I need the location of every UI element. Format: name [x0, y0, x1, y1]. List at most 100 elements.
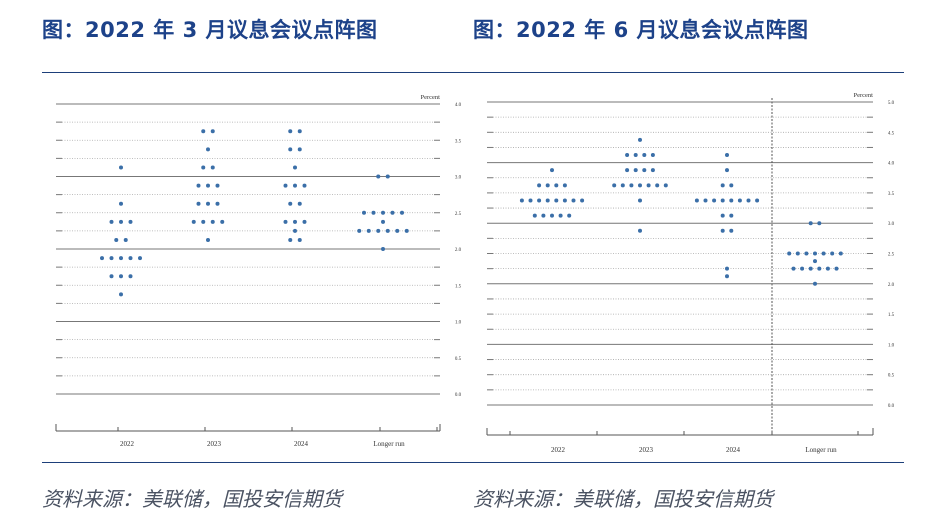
dot-2024 — [297, 147, 302, 152]
dot-2023 — [629, 183, 634, 188]
dot-longer-run — [817, 221, 822, 226]
y-tick-label: 4.0 — [455, 103, 462, 108]
dot-2023 — [642, 153, 647, 158]
dot-2023 — [638, 198, 642, 203]
dot-2023 — [650, 168, 655, 173]
dot-2023 — [646, 183, 651, 188]
dot-longer-run — [795, 251, 800, 256]
dot-2023 — [206, 237, 210, 242]
dot-2022 — [519, 198, 524, 203]
dot-2023 — [638, 183, 642, 188]
dot-2022 — [554, 198, 559, 203]
dot-2023 — [650, 153, 655, 158]
dot-2022 — [114, 237, 119, 242]
dot-2022 — [545, 183, 550, 188]
dot-2024 — [293, 228, 297, 233]
dot-2022 — [537, 198, 542, 203]
dot-2022 — [128, 256, 133, 261]
dot-2023 — [201, 129, 206, 134]
dot-2023 — [633, 153, 638, 158]
y-tick-label: 0.0 — [888, 404, 895, 409]
dot-2022 — [119, 256, 123, 261]
dot-2022 — [550, 168, 554, 173]
dot-2022 — [100, 256, 104, 261]
dot-2022 — [537, 183, 542, 188]
right-source-note: 资料来源：美联储，国投安信期货 — [473, 487, 773, 511]
dot-2024 — [725, 274, 729, 279]
y-tick-label: 0.0 — [455, 393, 462, 398]
dot-2022 — [128, 219, 133, 224]
dot-2024 — [288, 201, 293, 206]
dot-2022 — [558, 213, 563, 218]
dot-longer-run — [357, 228, 362, 233]
dot-longer-run — [813, 251, 817, 256]
dot-2024 — [302, 219, 307, 224]
top-divider — [42, 72, 904, 73]
dot-longer-run — [813, 281, 817, 286]
left-chart-title: 图：2022 年 3 月议息会议点阵图 — [42, 18, 378, 42]
dot-2022 — [109, 274, 114, 279]
dot-2024 — [720, 183, 725, 188]
dot-longer-run — [385, 228, 390, 233]
x-tick-label: 2023 — [207, 440, 222, 448]
dot-2023 — [210, 219, 215, 224]
dot-longer-run — [813, 259, 817, 264]
dot-2024 — [293, 165, 297, 170]
dot-2024 — [283, 183, 288, 188]
dot-2022 — [123, 237, 128, 242]
june-dot-plot: 0.0 0.5 1.0 1.5 2.0 2.5 3.0 3.5 4.0 4.5 5.0 Percent… — [486, 92, 895, 454]
x-tick-label: 2022 — [120, 440, 135, 448]
dot-2022 — [119, 201, 123, 206]
x-tick-label: Longer run — [373, 440, 405, 448]
y-tick-label: 4.0 — [888, 162, 895, 167]
dot-longer-run — [400, 210, 404, 215]
dot-2023 — [215, 183, 220, 188]
dot-2024 — [725, 153, 729, 158]
dot-2024 — [725, 168, 729, 173]
y-tick-label: 2.0 — [455, 248, 462, 253]
y-tick-label: 1.5 — [888, 313, 895, 318]
dot-2022 — [109, 256, 114, 261]
dot-longer-run — [800, 266, 805, 271]
dot-2023 — [220, 219, 225, 224]
dot-2023 — [638, 228, 642, 233]
dot-2024 — [755, 198, 760, 203]
dot-2022 — [128, 274, 133, 279]
dot-2023 — [620, 183, 625, 188]
dot-2022 — [528, 198, 533, 203]
dot-2023 — [215, 201, 220, 206]
dot-2024 — [297, 237, 302, 242]
dot-2022 — [119, 165, 123, 170]
y-tick-label: 2.5 — [455, 212, 462, 217]
dot-longer-run — [376, 228, 381, 233]
x-tick-label: 2022 — [551, 446, 566, 454]
dot-longer-run — [366, 228, 371, 233]
y-axis-label: Percent — [421, 94, 441, 101]
dot-longer-run — [834, 266, 839, 271]
right-chart-title: 图：2022 年 6 月议息会议点阵图 — [473, 18, 809, 42]
march-dot-plot: 0.0 0.5 1.0 1.5 2.0 2.5 3.0 3.5 4.0 Percent 2022 20… — [55, 94, 462, 448]
y-axis-label: Percent — [854, 92, 874, 99]
dot-2024 — [694, 198, 699, 203]
dot-2024 — [297, 129, 302, 134]
dot-2024 — [288, 129, 293, 134]
dot-2023 — [201, 165, 206, 170]
dot-2024 — [288, 237, 293, 242]
dot-2022 — [541, 213, 546, 218]
dot-2023 — [206, 147, 210, 152]
dot-2022 — [550, 213, 554, 218]
x-tick-label: 2024 — [726, 446, 741, 454]
dot-2024 — [293, 183, 297, 188]
dot-2023 — [638, 137, 642, 142]
dot-2023 — [663, 183, 668, 188]
y-tick-label: 3.5 — [888, 192, 895, 197]
dot-2022 — [567, 213, 572, 218]
dot-longer-run — [376, 174, 381, 179]
bottom-divider — [42, 462, 904, 463]
x-tick-label: Longer run — [805, 446, 837, 454]
dot-2024 — [729, 183, 734, 188]
dot-2023 — [625, 153, 630, 158]
y-tick-label: 1.5 — [455, 284, 462, 289]
dot-2022 — [109, 219, 114, 224]
